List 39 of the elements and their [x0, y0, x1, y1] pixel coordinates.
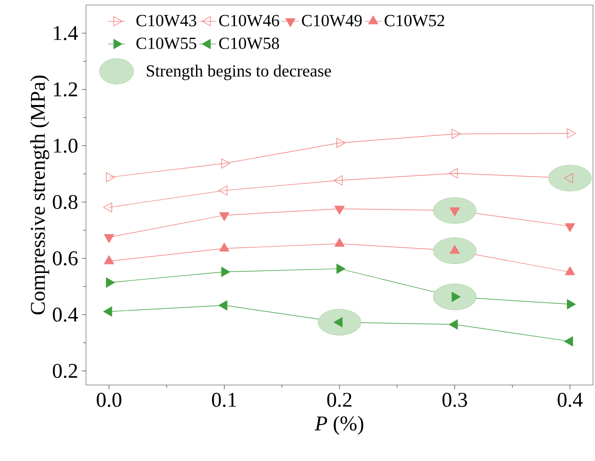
legend-label: C10W55	[136, 38, 196, 50]
x-tick-label: 0.3	[442, 392, 467, 407]
x-tick-label: 0.1	[212, 392, 236, 407]
y-tick-label: 0.4	[52, 308, 78, 322]
point	[450, 207, 460, 216]
legend-label: C10W58	[219, 38, 279, 50]
point	[334, 238, 345, 247]
y-tick-label: 1.2	[54, 82, 78, 97]
y-tick-label: 1.4	[54, 26, 78, 40]
y-tick-label: 0.8	[52, 194, 78, 210]
y-tick-label: 0.6	[52, 251, 78, 266]
legend-label: C10W43	[136, 14, 196, 26]
x-axis-title: P (%)	[314, 416, 364, 435]
legend-label: C10W52	[384, 14, 444, 26]
legend-label: C10W49	[302, 14, 362, 26]
point	[334, 317, 343, 328]
point	[448, 168, 458, 178]
point	[104, 255, 114, 264]
point	[219, 242, 230, 252]
x-tick-label: 0.2	[327, 392, 352, 407]
legend-label: Strength begins to decrease	[146, 64, 331, 80]
legend-label: C10W46	[219, 14, 280, 26]
point	[448, 319, 458, 330]
y-tick-label: 1.0	[54, 138, 78, 153]
point	[564, 336, 574, 346]
point	[566, 299, 576, 310]
y-axis-title: Compressive strength (MPa)	[30, 76, 50, 314]
point	[218, 300, 228, 310]
point	[103, 306, 112, 317]
x-tick-label: 0.0	[96, 392, 122, 407]
point	[564, 266, 576, 276]
point	[103, 202, 112, 212]
point	[566, 128, 576, 138]
point	[218, 185, 228, 196]
x-tick-label: 0.4	[558, 392, 583, 407]
point	[450, 244, 460, 254]
point	[564, 173, 574, 184]
y-tick-label: 0.2	[52, 364, 78, 378]
point	[334, 175, 343, 186]
